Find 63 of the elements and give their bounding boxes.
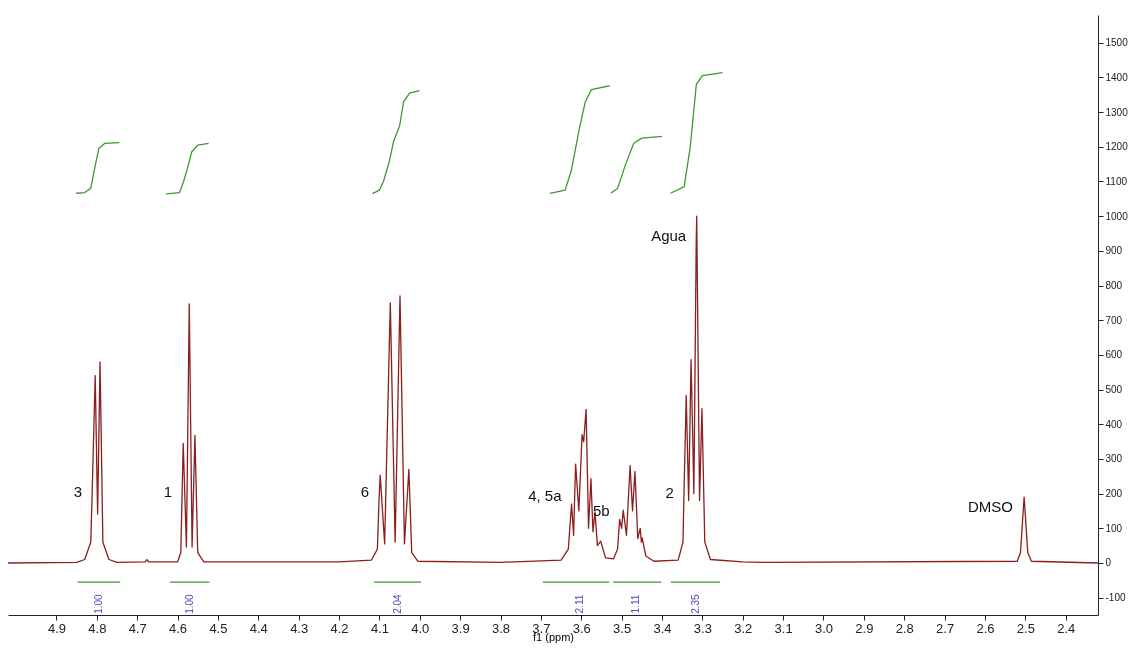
y-tick-label: 1500 bbox=[1105, 37, 1129, 49]
x-tick-label: 3.4 bbox=[653, 620, 672, 636]
y-tick-label: 1300 bbox=[1105, 106, 1129, 118]
x-tick-label: 4.4 bbox=[249, 620, 268, 636]
y-tick-label: 1200 bbox=[1105, 141, 1129, 153]
x-tick-label: 4.5 bbox=[209, 620, 228, 636]
line-series bbox=[7, 215, 1099, 564]
y-tick-label: 600 bbox=[1105, 349, 1123, 361]
annotation: 1.11 bbox=[629, 594, 641, 614]
x-tick-label: 2.9 bbox=[855, 620, 874, 636]
x-tick-label: 2.5 bbox=[1016, 620, 1035, 636]
y-tick-label: 300 bbox=[1105, 453, 1123, 465]
x-tick-label: 4.7 bbox=[128, 620, 147, 636]
annotation: 2.35 bbox=[689, 593, 701, 614]
annotation: DMSO bbox=[967, 498, 1013, 516]
x-tick-label: 4.0 bbox=[411, 620, 430, 636]
x-tick-label: 3.0 bbox=[814, 620, 834, 636]
x-tick-label: 3.8 bbox=[491, 620, 511, 636]
x-tick-label: 4.3 bbox=[290, 620, 309, 636]
x-tick-label: 4.8 bbox=[88, 620, 107, 636]
y-tick-label: 1100 bbox=[1105, 175, 1128, 187]
y-tick-label: 200 bbox=[1105, 488, 1123, 500]
x-tick-label: 3.5 bbox=[613, 620, 632, 636]
x-tick-label: 2.7 bbox=[936, 620, 955, 636]
line-series bbox=[75, 141, 121, 194]
x-tick-label: 3.6 bbox=[572, 620, 591, 636]
y-tick-label: 100 bbox=[1105, 522, 1123, 534]
x-tick-label: 2.8 bbox=[895, 620, 914, 636]
x-tick-label: 4.1 bbox=[370, 620, 389, 636]
line-series bbox=[549, 85, 611, 194]
x-tick-label: 3.3 bbox=[693, 620, 712, 636]
annotation: 2 bbox=[665, 484, 674, 502]
line-series bbox=[371, 89, 421, 195]
annotation: 4, 5a bbox=[528, 487, 563, 505]
x-tick-label: 3.2 bbox=[734, 620, 753, 636]
y-tick-label: 0 bbox=[1105, 557, 1112, 569]
annotation: 1.00 bbox=[184, 593, 196, 614]
y-tick-label: 700 bbox=[1105, 314, 1123, 326]
annotation: 3 bbox=[73, 483, 82, 501]
y-tick-label: -100 bbox=[1105, 592, 1126, 604]
x-tick-label: 3.9 bbox=[451, 620, 470, 636]
annotation: 2.11 bbox=[574, 594, 586, 614]
annotation: 6 bbox=[360, 483, 369, 501]
annotation: 2.04 bbox=[392, 593, 404, 614]
y-tick-label: 400 bbox=[1105, 418, 1123, 430]
y-tick-label: 500 bbox=[1105, 384, 1123, 396]
y-tick-label: 1400 bbox=[1105, 71, 1129, 83]
line-series bbox=[165, 142, 210, 195]
line-series bbox=[610, 135, 663, 194]
x-tick-label: 3.1 bbox=[774, 620, 793, 636]
x-tick-label: 4.6 bbox=[169, 620, 188, 636]
x-tick-label: 4.2 bbox=[330, 620, 349, 636]
annotation: 1.00 bbox=[93, 593, 105, 614]
y-tick-label: 800 bbox=[1105, 280, 1123, 292]
x-tick-label: 2.4 bbox=[1057, 620, 1076, 636]
y-tick-label: 900 bbox=[1105, 245, 1123, 257]
x-tick-label: 2.6 bbox=[976, 620, 995, 636]
annotation: 5b bbox=[592, 502, 610, 520]
line-series bbox=[669, 71, 724, 194]
x-tick-label: 4.9 bbox=[47, 620, 66, 636]
annotation: 1 bbox=[163, 483, 172, 501]
y-tick-label: 1000 bbox=[1105, 210, 1129, 222]
annotation: Agua bbox=[651, 226, 687, 244]
